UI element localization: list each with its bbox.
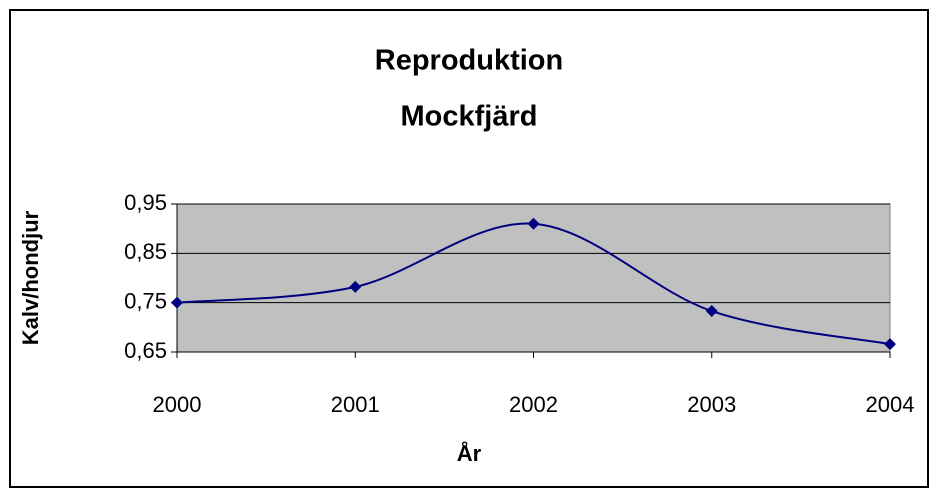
x-tick-label: 2000 [153,392,202,417]
x-tick-label: 2001 [331,392,380,417]
y-axis-label: Kalv/hondjur [18,210,43,345]
marker [171,296,183,309]
marker [884,338,896,351]
x-tick-label: 2003 [687,392,736,417]
x-tick-label: 2002 [509,392,558,417]
chart-title: Mockfjärd [401,101,538,133]
marker [349,280,362,293]
x-tick-label: 2004 [866,392,915,417]
y-tick-label: 0,75 [124,288,167,313]
marker [527,217,540,230]
marker [705,305,718,318]
y-tick-label: 0,85 [124,239,167,264]
chart-title: Reproduktion [375,45,564,77]
y-tick-label: 0,95 [124,190,167,215]
y-tick-label: 0,65 [124,338,167,363]
x-axis-label: År [457,440,482,466]
